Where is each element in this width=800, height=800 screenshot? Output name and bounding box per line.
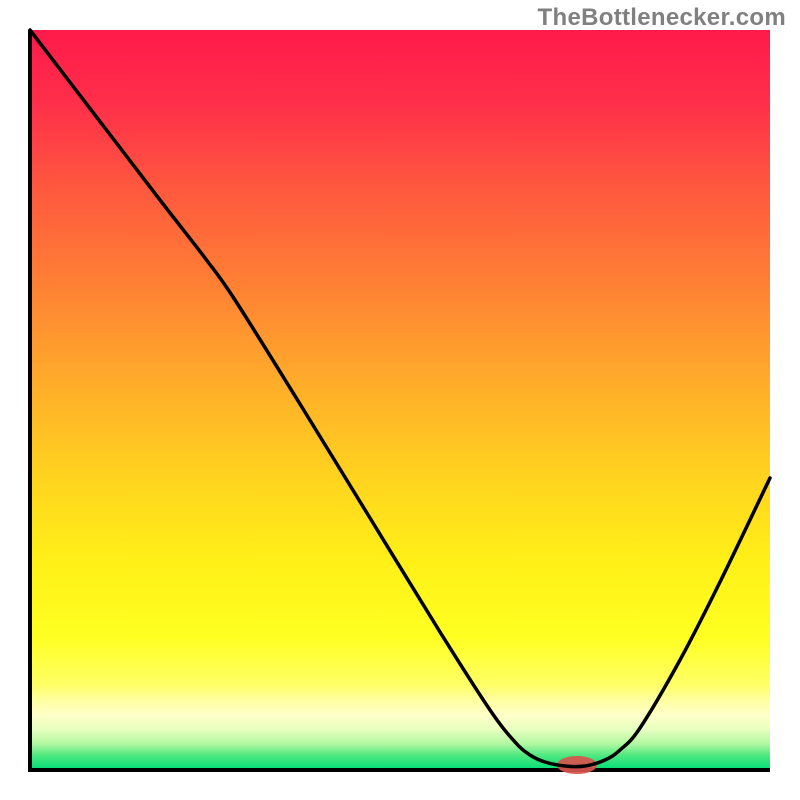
- plot-background: [30, 30, 770, 770]
- watermark-text: TheBottlenecker.com: [538, 4, 786, 32]
- chart-svg: [0, 0, 800, 800]
- bottleneck-chart: TheBottlenecker.com: [0, 0, 800, 800]
